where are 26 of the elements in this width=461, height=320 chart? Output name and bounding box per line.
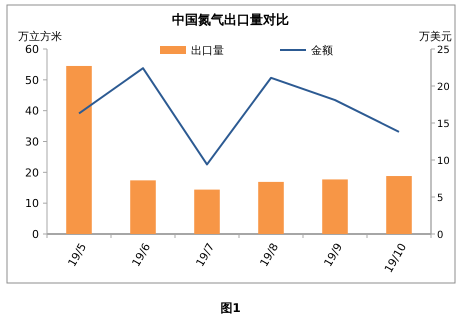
y2-axis-title: 万美元 [419,30,452,43]
y2-tick-label: 15 [437,119,450,130]
y-tick-label: 50 [25,74,39,87]
y-tick-label: 30 [25,136,39,148]
y-tick-label: 20 [25,166,39,180]
y2-tick-label: 25 [437,45,450,56]
bar [258,182,284,234]
y-tick-label: 10 [25,197,39,210]
chart-title: 中国氮气出口量对比 [172,13,289,28]
bar [194,190,220,234]
caption: 图1 [220,301,241,315]
bar [386,176,412,234]
y-tick-label: 60 [25,43,39,56]
legend-label: 出口量 [191,44,224,57]
y2-tick-label: 5 [437,193,444,204]
bar [66,66,92,234]
y-tick-label: 40 [25,104,39,118]
y2-tick-label: 0 [437,230,444,241]
y-axis-title: 万立方米 [18,30,62,43]
bar [130,180,156,234]
bar [322,179,348,234]
y2-tick-label: 20 [437,82,450,93]
y-tick-label: 0 [32,228,39,241]
legend-label: 金额 [311,44,333,57]
y2-tick-label: 10 [437,156,450,167]
line-series [78,67,400,166]
